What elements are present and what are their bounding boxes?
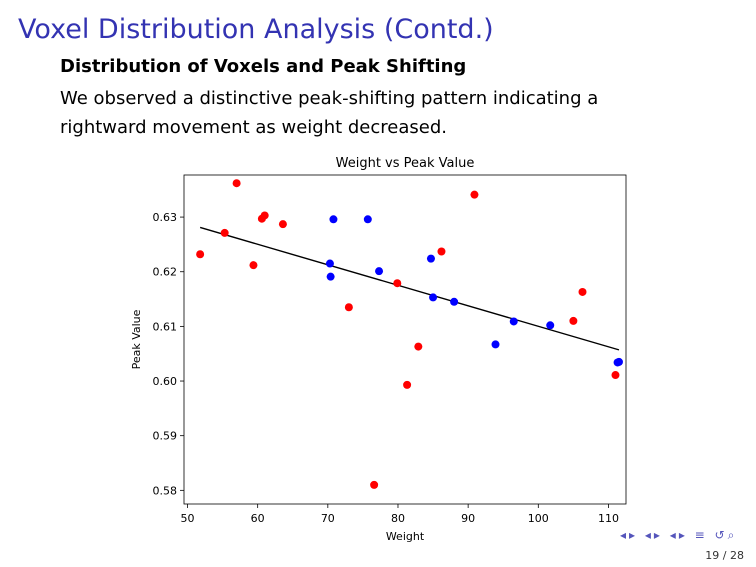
prev-subsection-icon[interactable]: ◂ (669, 528, 679, 542)
search-icon[interactable]: ⌕ (727, 528, 738, 542)
y-tick-label: 0.62 (153, 266, 178, 279)
red-data-point (196, 250, 205, 259)
x-tick-label: 100 (528, 512, 549, 525)
plot-frame (183, 174, 627, 505)
red-data-point (611, 371, 620, 380)
prev-frame-icon[interactable]: ◂ (620, 528, 630, 542)
red-data-point (403, 380, 412, 389)
red-data-point (578, 287, 587, 296)
red-data-point (278, 220, 287, 229)
data-points (196, 179, 623, 489)
x-axis-label: Weight (386, 530, 425, 543)
red-data-point (569, 316, 578, 325)
blue-data-point (509, 317, 518, 326)
blue-data-point (614, 357, 623, 366)
blue-data-point (329, 215, 338, 224)
x-tick-label: 70 (321, 512, 335, 525)
red-data-point (344, 303, 353, 312)
blue-data-point (363, 215, 372, 224)
blue-data-point (426, 254, 435, 263)
menu-icon[interactable]: ≡ (694, 528, 708, 542)
red-data-point (220, 228, 229, 237)
x-tick-label: 60 (251, 512, 265, 525)
red-data-point (393, 279, 402, 288)
block-title: Distribution of Voxels and Peak Shifting (60, 56, 467, 77)
red-data-point (232, 179, 241, 188)
blue-data-point (375, 267, 384, 276)
back-icon[interactable]: ↺ (714, 528, 728, 542)
blue-data-point (325, 259, 334, 268)
blue-data-point (326, 272, 335, 281)
trendline-group (199, 226, 620, 351)
y-tick-label: 0.58 (153, 484, 178, 497)
next-frame-icon[interactable]: ▸ (629, 528, 639, 542)
navigation-bar: ◂▸ ◂▸ ◂▸ ≡ ↺⌕ (620, 528, 737, 543)
red-data-point (414, 342, 423, 351)
y-tick-label: 0.63 (153, 211, 178, 224)
next-subsection-icon[interactable]: ▸ (678, 528, 688, 542)
red-data-point (470, 190, 479, 199)
x-tick-label: 110 (598, 512, 619, 525)
prev-section-icon[interactable]: ◂ (644, 528, 654, 542)
y-tick-label: 0.59 (153, 430, 178, 443)
trendline (199, 226, 620, 351)
next-section-icon[interactable]: ▸ (653, 528, 663, 542)
blue-data-point (546, 321, 555, 330)
axis-ticks: 50 60 70 80 90 100 110 0.58 0.59 0.60 0.61 0.62 0.63 (153, 211, 619, 525)
y-tick-label: 0.61 (153, 320, 178, 333)
page-indicator: 19 / 28 (705, 549, 744, 562)
blue-data-point (429, 293, 438, 302)
chart-title: Weight vs Peak Value (336, 156, 475, 171)
y-tick-label: 0.60 (153, 375, 178, 388)
x-tick-label: 50 (181, 512, 195, 525)
blue-data-point (450, 297, 459, 306)
red-data-point (437, 247, 446, 256)
slide-title: Voxel Distribution Analysis (Contd.) (18, 14, 494, 45)
red-data-point (260, 211, 269, 220)
x-tick-label: 80 (391, 512, 405, 525)
x-tick-label: 90 (461, 512, 475, 525)
body-text: We observed a distinctive peak-shifting … (60, 88, 599, 138)
red-data-point (370, 480, 379, 489)
red-data-point (249, 261, 258, 270)
blue-data-point (491, 340, 500, 349)
y-axis-label: Peak Value (130, 309, 143, 369)
